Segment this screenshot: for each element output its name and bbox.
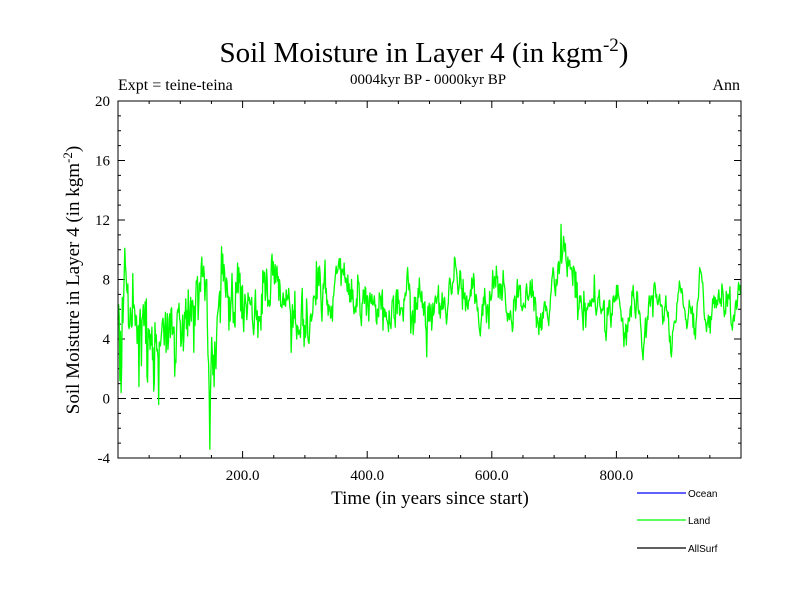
y-tick-label: 0 — [103, 392, 111, 408]
y-tick-label: 20 — [95, 94, 110, 110]
y-tick-label: -4 — [98, 451, 111, 467]
x-tick-label: 200.0 — [226, 468, 260, 484]
y-tick-label: 16 — [95, 154, 111, 170]
legend-item-ocean: Ocean — [637, 489, 717, 500]
axis-ticks: -4 0 4 8 12 16 20 200.0 400.0 600.0 800.0 — [95, 94, 741, 484]
x-tick-label: 800.0 — [600, 468, 634, 484]
chart-title: Soil Moisture in Layer 4 (in kgm-2) — [220, 35, 629, 69]
legend-item-allsurf: AllSurf — [637, 544, 718, 555]
legend-item-land: Land — [637, 516, 710, 527]
y-axis-label: Soil Moisture in Layer 4 (in kgm-2) — [60, 146, 84, 414]
period-label: Ann — [712, 77, 740, 94]
legend-label-allsurf: AllSurf — [688, 544, 718, 555]
plot-frame — [117, 100, 742, 459]
x-tick-label: 600.0 — [475, 468, 509, 484]
y-tick-label: 12 — [95, 213, 110, 229]
legend-label-ocean: Ocean — [688, 489, 717, 500]
expt-label: Expt = teine-teina — [118, 77, 233, 94]
series-layer — [117, 223, 742, 450]
x-tick-label: 400.0 — [350, 468, 384, 484]
y-tick-label: 8 — [103, 273, 111, 289]
y-tick-label: 4 — [103, 332, 111, 348]
series-line-land — [117, 223, 742, 450]
chart-subtitle: 0004kyr BP - 0000kyr BP — [350, 72, 506, 88]
x-axis-label: Time (in years since start) — [331, 488, 529, 509]
legend: Ocean Land AllSurf — [637, 489, 718, 555]
legend-label-land: Land — [688, 516, 710, 527]
